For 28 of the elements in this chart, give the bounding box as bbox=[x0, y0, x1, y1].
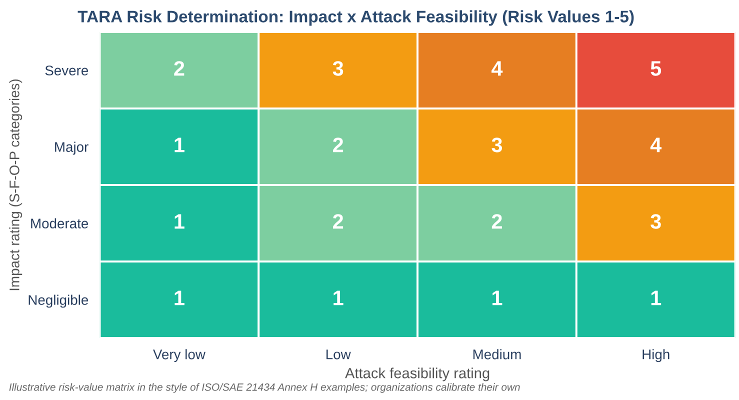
y-tick-label: Negligible bbox=[28, 294, 88, 308]
data-label: 3 bbox=[650, 214, 661, 229]
chart-title: TARA Risk Determination: Impact x Attack Feasibility (Risk Values 1-5) bbox=[78, 10, 634, 26]
y-tick-label: Major bbox=[55, 142, 88, 155]
data-label: 5 bbox=[650, 61, 662, 76]
data-label: 1 bbox=[174, 214, 184, 229]
data-label: 3 bbox=[492, 138, 502, 152]
data-label: 2 bbox=[333, 138, 344, 152]
data-label: 2 bbox=[333, 214, 344, 229]
y-tick-label: Moderate bbox=[31, 218, 88, 228]
data-label: 1 bbox=[174, 138, 184, 152]
data-label: 2 bbox=[492, 214, 502, 229]
data-label: 4 bbox=[650, 138, 662, 152]
data-label: 1 bbox=[492, 290, 502, 306]
x-axis-title: Attack feasibility rating bbox=[345, 368, 490, 382]
x-tick-label: Low bbox=[326, 350, 351, 360]
x-tick-label: Medium bbox=[473, 349, 521, 360]
y-tick-label: Severe bbox=[45, 66, 88, 76]
data-label: 1 bbox=[334, 290, 344, 306]
x-tick-label: High bbox=[642, 349, 670, 362]
data-label: 1 bbox=[651, 290, 662, 306]
text: Illustrative risk-value matrix in the style of ISO/SAE 21434 Annex H examples; organizations calibrate their own bbox=[9, 383, 520, 393]
data-label: 1 bbox=[174, 290, 184, 306]
data-label: 2 bbox=[174, 61, 184, 76]
data-label: 3 bbox=[332, 61, 344, 76]
y-axis-title: Impact rating (S-F-O-P categories) bbox=[9, 79, 22, 290]
data-label: 4 bbox=[492, 61, 503, 76]
x-tick-label: Very low bbox=[153, 349, 206, 362]
